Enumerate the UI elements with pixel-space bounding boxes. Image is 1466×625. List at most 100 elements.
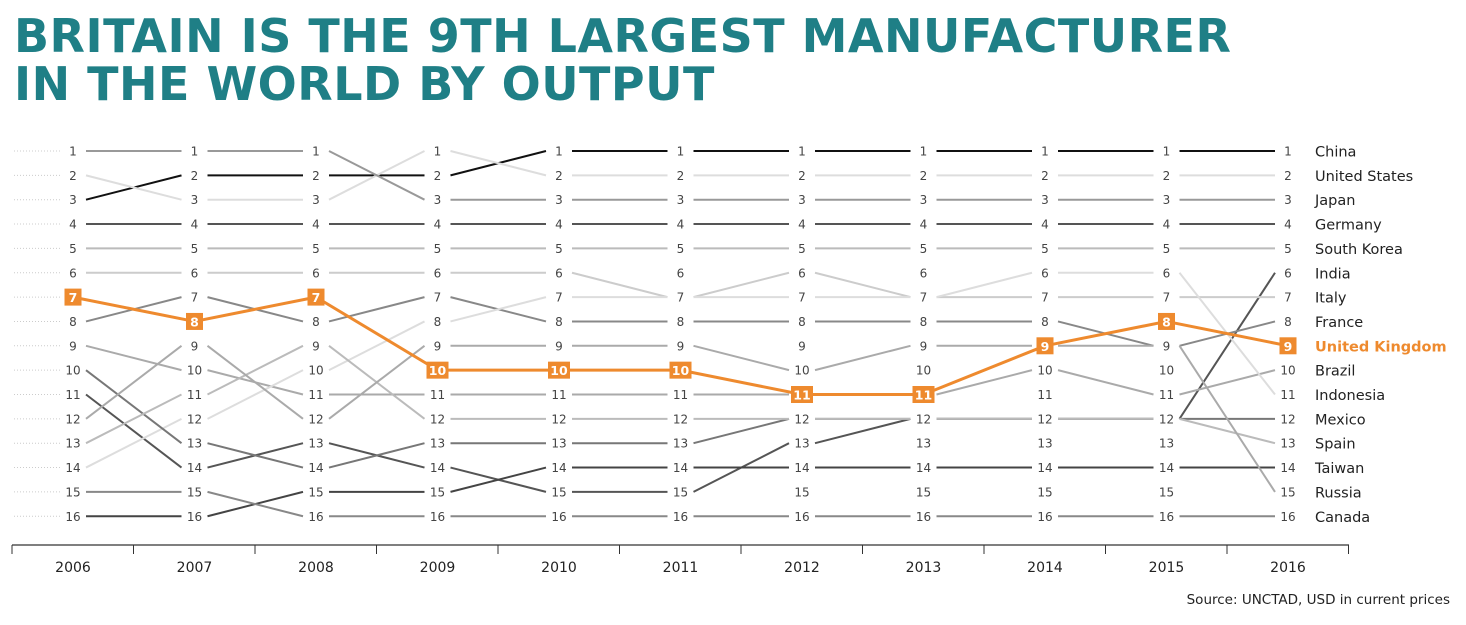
rank-label: 4 xyxy=(312,218,320,232)
rank-label: 1 xyxy=(69,145,77,159)
country-label-south-korea: South Korea xyxy=(1315,242,1403,258)
rank-label: 1 xyxy=(555,145,563,159)
rank-label: 11 xyxy=(65,388,80,402)
rank-label: 14 xyxy=(1037,461,1052,475)
country-label-spain: Spain xyxy=(1315,437,1356,453)
rank-label: 16 xyxy=(551,510,566,524)
rank-label: 16 xyxy=(1280,510,1295,524)
rank-label: 8 xyxy=(920,315,928,329)
x-tick-label: 2008 xyxy=(298,560,334,576)
rank-label: 16 xyxy=(1037,510,1052,524)
rank-label: 14 xyxy=(187,461,202,475)
rank-label: 14 xyxy=(430,461,445,475)
rank-label: 15 xyxy=(1159,485,1174,499)
highlight-rank-box xyxy=(791,386,813,403)
rank-label: 7 xyxy=(434,291,442,305)
rank-label: 15 xyxy=(308,485,323,499)
rank-label: 15 xyxy=(187,485,202,499)
highlight-rank-label: 10 xyxy=(429,363,447,378)
rank-label: 11 xyxy=(187,388,202,402)
title-line-2: IN THE WORLD BY OUTPUT xyxy=(14,57,715,111)
series-line-russia xyxy=(85,344,1276,493)
rank-label: 10 xyxy=(794,364,809,378)
rank-label: 11 xyxy=(308,388,323,402)
rank-label: 10 xyxy=(1037,364,1052,378)
rank-label: 8 xyxy=(798,315,806,329)
rank-label: 1 xyxy=(434,145,442,159)
rank-label: 10 xyxy=(65,364,80,378)
country-label-united-states: United States xyxy=(1315,169,1413,185)
rank-label: 9 xyxy=(555,339,563,353)
rank-label: 12 xyxy=(1159,412,1174,426)
rank-label: 9 xyxy=(312,339,320,353)
rank-label: 3 xyxy=(798,193,806,207)
rank-label: 1 xyxy=(1163,145,1171,159)
rank-label: 6 xyxy=(798,266,806,280)
rank-label: 4 xyxy=(434,218,442,232)
rank-label: 10 xyxy=(1159,364,1174,378)
country-label-japan: Japan xyxy=(1314,193,1355,209)
rank-label: 3 xyxy=(1041,193,1049,207)
rank-label: 12 xyxy=(673,412,688,426)
x-tick-label: 2013 xyxy=(906,560,942,576)
highlight-rank-label: 11 xyxy=(915,388,932,403)
rank-label: 15 xyxy=(794,485,809,499)
rank-label: 5 xyxy=(1041,242,1049,256)
rank-label: 5 xyxy=(434,242,442,256)
rank-label: 15 xyxy=(1280,485,1295,499)
rank-label: 6 xyxy=(677,266,685,280)
rank-label: 10 xyxy=(187,364,202,378)
rank-label: 7 xyxy=(798,291,806,305)
rank-label: 11 xyxy=(551,388,566,402)
country-label-france: France xyxy=(1315,315,1363,331)
rank-label: 8 xyxy=(677,315,685,329)
rank-label: 2 xyxy=(1041,169,1049,183)
chart-title: BRITAIN IS THE 9TH LARGEST MANUFACTURER … xyxy=(14,12,1231,108)
x-tick-label: 2006 xyxy=(55,560,91,576)
rank-label: 15 xyxy=(551,485,566,499)
rank-label: 12 xyxy=(65,412,80,426)
highlight-rank-label: 9 xyxy=(1284,339,1293,354)
country-label-italy: Italy xyxy=(1315,291,1347,307)
rank-guides xyxy=(14,150,60,517)
rank-label: 11 xyxy=(430,388,445,402)
x-tick-label: 2010 xyxy=(541,560,577,576)
rank-label: 14 xyxy=(673,461,688,475)
rank-label: 9 xyxy=(434,339,442,353)
rank-label: 6 xyxy=(1284,266,1292,280)
rank-label: 9 xyxy=(1163,339,1171,353)
rank-label: 5 xyxy=(312,242,320,256)
rank-label: 16 xyxy=(187,510,202,524)
highlight-rank-box xyxy=(548,361,570,379)
rank-label: 9 xyxy=(798,339,806,353)
rank-label: 5 xyxy=(1284,242,1292,256)
country-label-brazil: Brazil xyxy=(1315,364,1355,380)
highlight-rank-label: 10 xyxy=(672,363,690,378)
rank-label: 2 xyxy=(555,169,563,183)
highlight-rank-label: 7 xyxy=(69,290,78,305)
country-label-mexico: Mexico xyxy=(1315,412,1366,428)
rank-label: 8 xyxy=(1284,315,1292,329)
rank-label: 4 xyxy=(677,218,685,232)
rank-label: 8 xyxy=(69,315,77,329)
rank-label: 14 xyxy=(916,461,931,475)
rank-label: 6 xyxy=(1163,266,1171,280)
rank-label: 7 xyxy=(677,291,685,305)
rank-label: 13 xyxy=(187,437,202,451)
rank-label: 15 xyxy=(916,485,931,499)
rank-label: 3 xyxy=(69,193,77,207)
highlight-rank-label: 8 xyxy=(1162,314,1171,329)
highlight-rank-box xyxy=(307,288,325,306)
rank-label: 7 xyxy=(191,291,199,305)
rank-label: 8 xyxy=(555,315,563,329)
rank-label: 3 xyxy=(920,193,928,207)
highlight-rank-box xyxy=(186,312,203,330)
rank-label: 3 xyxy=(1284,193,1292,207)
series-line-indonesia xyxy=(85,271,1276,469)
rank-label: 7 xyxy=(555,291,563,305)
rank-label: 1 xyxy=(1284,145,1292,159)
rank-label: 3 xyxy=(434,193,442,207)
x-tick-label: 2015 xyxy=(1149,560,1185,576)
rank-label: 11 xyxy=(673,388,688,402)
rank-label: 9 xyxy=(920,339,928,353)
